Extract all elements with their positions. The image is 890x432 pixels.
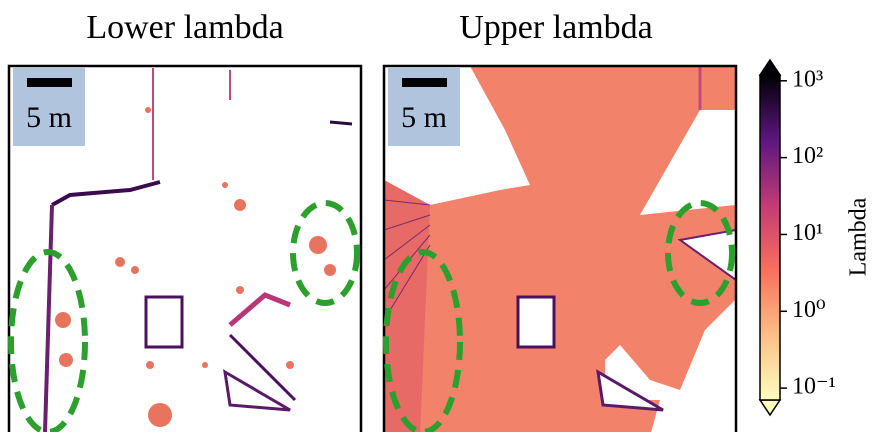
highlight [665, 200, 735, 306]
highlight [8, 249, 88, 432]
scale-bar [402, 78, 447, 87]
panel-frame [382, 64, 738, 432]
scale-label: 5 m [26, 101, 72, 134]
tick-label: 10² [792, 143, 823, 169]
tick-label: 10⁰ [792, 297, 826, 323]
scale-bar [27, 78, 72, 87]
map-right [384, 66, 736, 432]
scale-label: 5 m [401, 101, 447, 134]
tick-label: 10¹ [792, 220, 823, 246]
tick-label: 10³ [792, 66, 823, 92]
panel-frame [7, 64, 363, 432]
colorbar-label: Lambda [846, 197, 872, 276]
panel-title: Lower lambda [86, 9, 283, 46]
highlight [383, 249, 463, 432]
tick-label: 10⁻¹ [792, 374, 836, 400]
panel-title: Upper lambda [459, 9, 653, 46]
colorbar [758, 58, 782, 417]
highlight [290, 200, 360, 306]
